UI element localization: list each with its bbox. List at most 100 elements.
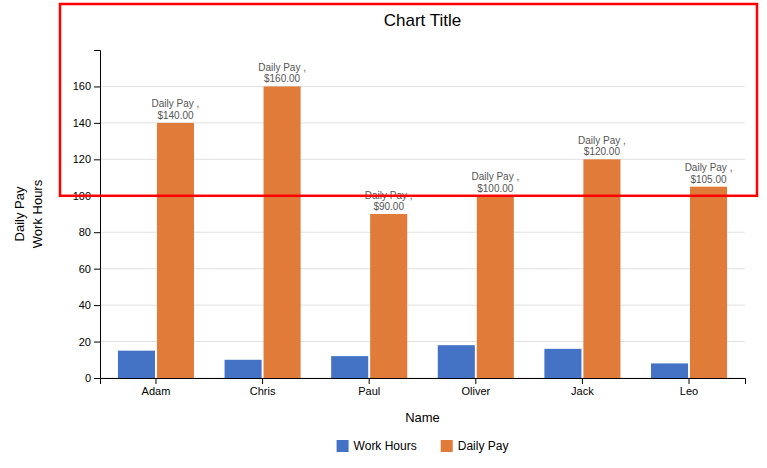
x-tick: Chris [250, 378, 276, 397]
x-tick-label: Jack [571, 385, 594, 397]
x-tick-label: Adam [142, 385, 171, 397]
y-tick-label: 160 [73, 80, 91, 92]
y-tick: 20 [79, 336, 100, 348]
bar [690, 187, 727, 378]
data-label-line: $105.00 [690, 174, 727, 185]
data-labels: Daily Pay ,$140.00Daily Pay ,$160.00Dail… [152, 62, 733, 212]
y-axis: 020406080100120140160 [73, 51, 101, 385]
data-label-line: $100.00 [477, 183, 514, 194]
highlight-rect [60, 4, 757, 196]
x-tick: Oliver [461, 378, 490, 397]
plot-area: 020406080100120140160AdamChrisPaulOliver… [73, 51, 746, 397]
y-tick-mark [94, 86, 100, 87]
data-label-line: Daily Pay , [471, 171, 519, 182]
bar [651, 363, 688, 378]
x-tick-mark [369, 378, 370, 384]
data-label-line: Daily Pay , [685, 162, 733, 173]
x-tick-mark [689, 378, 690, 384]
data-label-line: $140.00 [157, 110, 194, 121]
y-tick: 40 [79, 299, 100, 311]
x-tick-mark [582, 378, 583, 384]
data-label-line: Daily Pay , [258, 62, 306, 73]
bar [118, 351, 155, 378]
bar [225, 360, 262, 378]
grid-line [100, 86, 745, 87]
grid-line [100, 268, 745, 269]
y-tick: 160 [73, 80, 100, 92]
data-label: Daily Pay ,$90.00 [365, 190, 413, 213]
x-tick: Jack [571, 378, 594, 397]
grid-line [100, 305, 745, 306]
grid-line [100, 341, 745, 342]
y-tick-mark [94, 305, 100, 306]
y-axis-line [94, 51, 101, 379]
legend-swatch [441, 440, 453, 452]
y-tick-label: 20 [79, 336, 91, 348]
data-label-line: Daily Pay , [578, 135, 626, 146]
legend-label: Daily Pay [458, 439, 509, 453]
y-tick-label: 140 [73, 117, 91, 129]
x-tick-label: Paul [358, 385, 380, 397]
grid [100, 86, 745, 378]
legend: Work Hours Daily Pay [337, 439, 509, 453]
x-axis: Adam Chris Paul Oliver Jack Leo [101, 378, 746, 397]
y-axis-label: Work Hours [30, 179, 45, 248]
y-tick-mark [94, 123, 100, 124]
legend-label: Work Hours [354, 439, 417, 453]
chart-title: Chart Title [384, 11, 461, 30]
y-tick-mark [94, 159, 100, 160]
data-label: Daily Pay ,$120.00 [578, 135, 626, 158]
x-tick-mark [155, 378, 156, 384]
x-tick: Leo [680, 378, 698, 397]
legend-swatch [337, 440, 349, 452]
bar [157, 123, 194, 378]
data-label-line: Daily Pay , [152, 98, 200, 109]
bar [438, 345, 475, 378]
y-tick: 140 [73, 117, 100, 129]
data-label: Daily Pay ,$140.00 [152, 98, 200, 121]
x-tick-mark [475, 378, 476, 384]
y-tick-mark [94, 232, 100, 233]
x-tick-label: Oliver [461, 385, 490, 397]
y-tick-mark [94, 342, 100, 343]
data-label-line: $90.00 [373, 201, 404, 212]
y-tick-label: 0 [85, 372, 91, 384]
y-tick: 0 [85, 372, 100, 384]
grid-line [100, 122, 745, 123]
y-axis-label: Daily Pay [12, 186, 27, 241]
grid-line [100, 159, 745, 160]
bar [331, 356, 368, 378]
y-tick-label: 60 [79, 263, 91, 275]
x-tick-label: Chris [250, 385, 276, 397]
y-tick-mark [94, 269, 100, 270]
y-tick: 80 [79, 226, 100, 238]
legend-item: Work Hours [337, 439, 417, 453]
bars [118, 86, 727, 378]
x-tick-mark [262, 378, 263, 384]
y-tick: 120 [73, 153, 100, 165]
y-tick-mark [94, 378, 100, 379]
data-label: Daily Pay ,$160.00 [258, 62, 306, 85]
x-tick: Paul [358, 378, 380, 397]
bar [264, 86, 301, 378]
data-label-line: $120.00 [584, 146, 621, 157]
y-tick-label: 40 [79, 299, 91, 311]
data-label: Daily Pay ,$105.00 [685, 162, 733, 185]
chart-svg: 020406080100120140160AdamChrisPaulOliver… [0, 0, 767, 468]
x-tick: Adam [142, 378, 171, 397]
x-axis-label: Name [405, 410, 440, 425]
y-tick-label: 80 [79, 226, 91, 238]
data-label-line: $160.00 [264, 73, 301, 84]
x-axis-line [101, 379, 746, 385]
bar [583, 159, 620, 378]
data-label: Daily Pay ,$100.00 [471, 171, 519, 194]
y-tick-label: 120 [73, 153, 91, 165]
bar [370, 214, 407, 378]
grid-line [100, 232, 745, 233]
y-tick: 60 [79, 263, 100, 275]
legend-item: Daily Pay [441, 439, 509, 453]
bar [477, 196, 514, 378]
bar-series [157, 86, 727, 378]
x-tick-label: Leo [680, 385, 698, 397]
bar [544, 349, 581, 378]
